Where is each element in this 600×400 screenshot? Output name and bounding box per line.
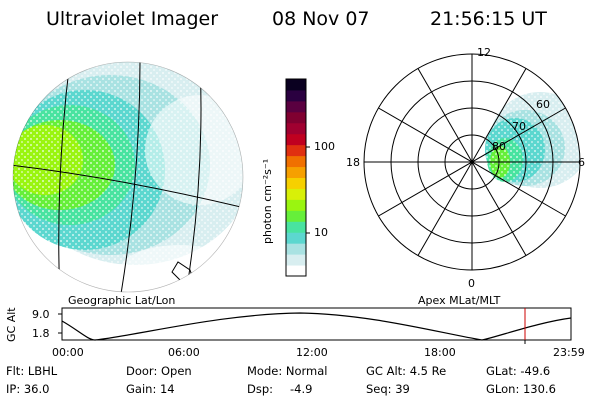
- altitude-ylabel: GC Alt: [5, 307, 18, 342]
- gain-info: Gain: 14: [126, 382, 175, 396]
- altitude-xtick-2359: 23:59: [553, 346, 585, 359]
- colorbar-segment: [286, 133, 306, 146]
- colorbar-segment: [286, 155, 306, 168]
- colorbar-segment: [286, 122, 306, 135]
- glat-info: GLat: -49.6: [486, 364, 551, 378]
- dsp-label: Dsp:: [247, 382, 274, 396]
- mlt-label-6: 6: [578, 156, 585, 169]
- colorbar-tick-100: 100: [314, 140, 335, 153]
- altitude-xtick-0600: 06:00: [168, 346, 200, 359]
- door-info: Door: Open: [126, 364, 192, 378]
- gc-alt-info: GC Alt: 4.5 Re: [366, 364, 447, 378]
- colorbar-segment: [286, 100, 306, 113]
- instrument-title: Ultraviolet Imager: [46, 8, 219, 30]
- colorbar-unit-label: photon cm⁻²s⁻¹: [261, 158, 274, 244]
- colorbar-segment: [286, 177, 306, 189]
- filter-info: Flt: LBHL: [6, 364, 58, 378]
- colorbar-segment: [286, 89, 306, 102]
- colorbar-segment: [286, 166, 306, 178]
- colorbar-segment: [286, 199, 306, 211]
- mode-info: Mode: Normal: [247, 364, 328, 378]
- colorbar-segment: [286, 188, 306, 200]
- date-label: 08 Nov 07: [272, 8, 370, 30]
- mlat-label-70: 70: [512, 120, 526, 133]
- mlat-label-80: 80: [492, 140, 506, 153]
- altitude-plot: [58, 307, 572, 344]
- colorbar-segment: [286, 265, 306, 277]
- altitude-curve: [61, 312, 572, 341]
- dsp-value: -4.9: [290, 382, 313, 396]
- colorbar-segment: [286, 221, 306, 233]
- mlt-label-12: 12: [477, 46, 491, 59]
- ip-info: IP: 36.0: [6, 382, 50, 396]
- colorbar-segment: [286, 210, 306, 222]
- polar-plot: [363, 53, 581, 271]
- seq-info: Seq: 39: [366, 382, 410, 396]
- polar-panel-caption: Apex MLat/MLT: [418, 294, 501, 307]
- altitude-xtick-1200: 12:00: [296, 346, 328, 359]
- geographic-image: [13, 62, 243, 292]
- colorbar-segment: [286, 79, 306, 91]
- colorbar-segment: [286, 254, 306, 266]
- mlat-label-60: 60: [536, 98, 550, 111]
- colorbar-tick-10: 10: [314, 226, 328, 239]
- mlt-label-0: 0: [468, 277, 475, 290]
- glon-info: GLon: 130.6: [486, 382, 556, 396]
- altitude-ytick-1: 1.8: [32, 327, 50, 340]
- colorbar-segment: [286, 243, 306, 255]
- colorbar-segment: [286, 111, 306, 124]
- mlt-label-18: 18: [346, 156, 360, 169]
- geo-panel-caption: Geographic Lat/Lon: [68, 294, 176, 307]
- altitude-ytick-9: 9.0: [32, 308, 50, 321]
- altitude-xtick-0000: 00:00: [52, 346, 84, 359]
- time-label: 21:56:15 UT: [430, 8, 547, 30]
- altitude-xtick-1800: 18:00: [424, 346, 456, 359]
- colorbar-segment: [286, 144, 306, 157]
- colorbar: [285, 78, 310, 277]
- colorbar-segment: [286, 232, 306, 244]
